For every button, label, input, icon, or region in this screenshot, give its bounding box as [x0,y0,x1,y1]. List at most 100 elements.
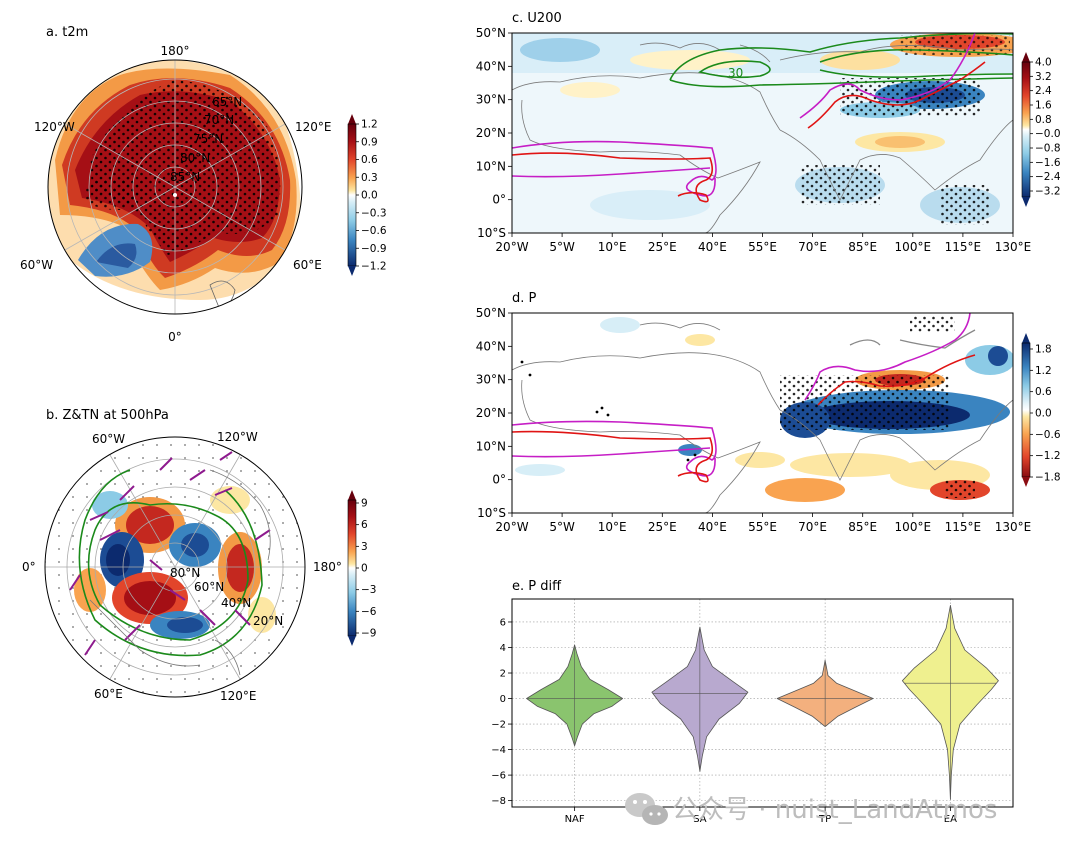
colorbar-c-tick-label: −0.8 [1035,143,1061,155]
a-lon-60w: 60°W [20,258,53,272]
x-tick-label: EA [944,814,957,825]
colorbar-d-tick-label: −1.2 [1035,450,1061,462]
panel-c-map: 30 [512,33,1013,233]
a-lon-120w: 120°W [34,120,75,134]
panel-d: d. P [476,291,1061,534]
y-tick-label: −8 [491,796,506,807]
y-tick-label: −2 [491,720,506,731]
colorbar-a-tick-label: 1.2 [361,119,378,131]
axis-c-ytick-label: 0° [492,193,506,207]
y-tick-label: −4 [491,745,506,756]
colorbar-d-tick-label: −0.6 [1035,429,1061,441]
x-tick-label: NAF [565,814,585,825]
b-lat-40: 40°N [221,596,251,610]
b-lon-0: 0° [22,560,36,574]
axis-c-xtick-label: 20°W [495,240,528,254]
colorbar-c: 4.0 3.2 2.4 1.6 0.8 −0.0 −0.8 −1.6 −2.4 −3.2 [1021,52,1061,207]
axis-d-ytick-label: 0° [492,473,506,487]
colorbar-a: 1.2 0.9 0.6 0.3 0.0 −0.3 −0.6 −0.9 −1.2 [347,114,387,276]
axis-c-ytick-label: 10°S [477,226,506,240]
colorbar-c-tick-label: −1.6 [1035,157,1061,169]
axis-c-xtick-label: 55°E [748,240,777,254]
colorbar-a-tick-label: 0.6 [361,154,378,166]
colorbar-d-tick-label: 1.8 [1035,344,1052,356]
b-lat-60: 60°N [194,580,224,594]
axis-d-xtick-label: 10°E [598,520,627,534]
axis-d-xtick-label: 130°E [995,520,1032,534]
chart-y-axis: 6 4 2 0 −2 −4 −6 −8 [491,617,512,807]
axis-d-xtick-label: 20°W [495,520,528,534]
chart-frame [511,598,1014,808]
x-tick-label: SA [693,814,707,825]
b-lat-80: 80°N [170,566,200,580]
colorbar-b: 9 6 3 0 −3 −6 −9 [347,490,377,646]
colorbar-a-tick-label: −0.3 [361,207,387,219]
chart-plot-area [526,605,999,800]
y-tick-label: 6 [500,617,506,628]
a-lon-60e: 60°E [293,258,322,272]
colorbar-c-tick-label: −2.4 [1035,171,1061,183]
b-lon-60w: 60°W [92,432,125,446]
panel-b: b. Z&TN at 500hPa [22,408,377,703]
colorbar-d-tick-label: −1.8 [1035,472,1061,484]
colorbar-c-tick-label: −0.0 [1035,128,1061,140]
axis-c-xtick-label: 5°W [549,240,575,254]
panel-a-map [48,60,302,314]
a-lon-0: 0° [168,330,182,344]
a-lat-70: 70°N [204,113,234,127]
a-lat-80: 80°N [180,151,210,165]
colorbar-a-tick-label: 0.3 [361,172,378,184]
y-tick-label: −6 [491,771,506,782]
colorbar-a-tick-label: 0.0 [361,190,378,202]
a-lat-65: 65°N [212,95,242,109]
watermark-text: 公众号 · nuist_LandAtmos [672,795,997,825]
axis-d-xtick-label: 85°E [848,520,877,534]
colorbar-b-tick-label: 3 [361,541,368,553]
colorbar-c-tick-label: 1.6 [1035,100,1052,112]
colorbar-b-tick-label: 9 [361,498,368,510]
axis-d-ytick-label: 30°N [476,373,506,387]
axis-d-ytick-label: 50°N [476,306,506,320]
colorbar-a-tick-label: −0.9 [361,243,387,255]
colorbar-d-tick-label: 1.2 [1035,365,1052,377]
axis-d-xtick-label: 70°E [798,520,827,534]
b-lon-180: 180° [313,560,342,574]
panel-a: a. t2m [20,25,387,344]
c-contour-label: 30 [728,66,743,80]
panel-c: c. U200 [476,11,1061,254]
b-lon-60e: 60°E [94,687,123,701]
axis-c-xtick-label: 25°E [648,240,677,254]
colorbar-d-tick-label: 0.6 [1035,386,1052,398]
colorbar-b-tick-label: −9 [361,628,376,640]
b-lon-120w: 120°W [217,430,258,444]
colorbar-c-tick-label: 4.0 [1035,57,1052,69]
axis-c-xtick-label: 70°E [798,240,827,254]
axis-c-ytick-label: 30°N [476,93,506,107]
colorbar-b-tick-label: −6 [361,606,377,618]
panel-d-map [512,313,1013,513]
axis-c-xtick-label: 130°E [995,240,1032,254]
colorbar-c-tick-label: 0.8 [1035,114,1052,126]
axis-d-xtick-label: 55°E [748,520,777,534]
axis-d-xtick-label: 100°E [895,520,932,534]
wechat-icon [625,793,668,825]
panel-e: e. P diff 6 4 2 0 −2 −4 −6 −8 NAF SA TP EA [491,579,1014,825]
chart-x-axis: NAF SA TP EA [565,807,957,825]
panel-b-map [45,437,305,697]
axis-c-xtick-label: 40°E [698,240,727,254]
a-lat-85: 85°N [170,170,200,184]
colorbar-a-tick-label: 0.9 [361,136,378,148]
colorbar-a-tick-label: −1.2 [361,261,387,273]
colorbar-c-tick-label: 3.2 [1035,71,1052,83]
axis-d-xtick-label: 115°E [945,520,982,534]
axis-d-xtick-label: 25°E [648,520,677,534]
a-lon-180: 180° [161,44,190,58]
watermark: 公众号 · nuist_LandAtmos [625,793,997,825]
colorbar-b-tick-label: −3 [361,584,376,596]
chart-title: e. P diff [512,579,562,594]
axis-d-ytick-label: 40°N [476,339,506,353]
colorbar-c-tick-label: −3.2 [1035,186,1061,198]
panel-a-title: a. t2m [46,25,88,40]
axis-c-ytick-label: 20°N [476,126,506,140]
